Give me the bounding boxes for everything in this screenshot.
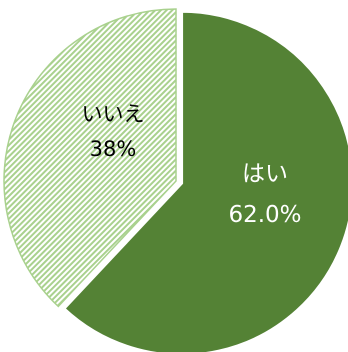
pie-slice-yes xyxy=(61,9,348,352)
slice-label-yes-value: 62.0% xyxy=(228,202,301,228)
pie-labels: はい 62.0% いいえ 38% xyxy=(82,102,302,228)
slice-label-no-name: いいえ xyxy=(82,102,145,126)
slice-label-yes-name: はい xyxy=(242,161,288,187)
pie-slice-no xyxy=(3,8,177,308)
pie-slices xyxy=(3,8,348,352)
slice-label-no-value: 38% xyxy=(90,137,137,161)
